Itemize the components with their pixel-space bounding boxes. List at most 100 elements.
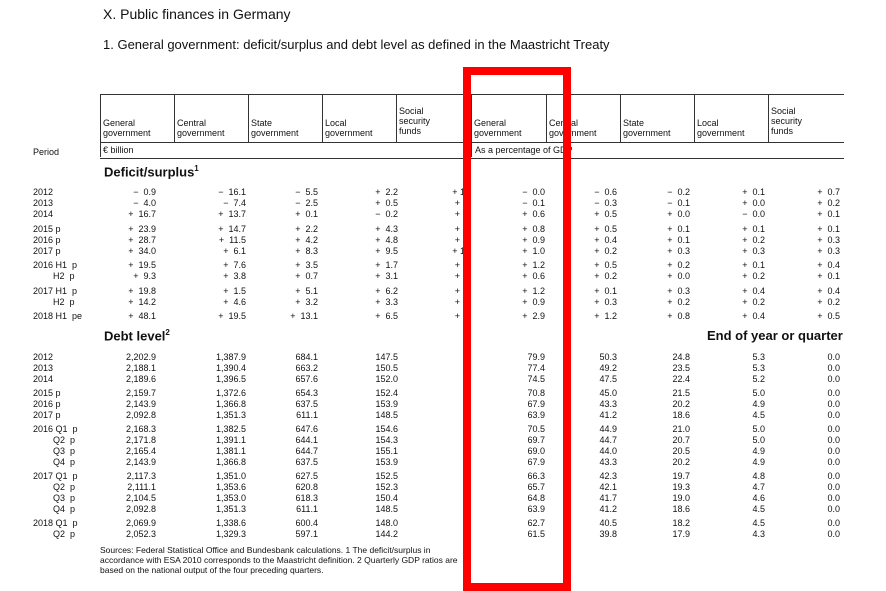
table-cell: + 5 — [454, 198, 470, 208]
table-cell: + 0.0 — [667, 209, 690, 219]
table-cell: 1,387.9 — [215, 352, 246, 362]
table-cell: 18.6 — [672, 410, 690, 420]
table-cell: − 16.1 — [218, 187, 246, 197]
table-title: 1. General government: deficit/surplus a… — [103, 37, 610, 52]
table-cell: + 28.7 — [128, 235, 156, 245]
table-cell: + 9.3 — [133, 271, 156, 281]
table-cell: + 8 — [454, 235, 470, 245]
table-cell: − 7.4 — [223, 198, 246, 208]
table-cell: 1,353.6 — [215, 482, 246, 492]
row-label: 2017 H1 p — [33, 286, 78, 296]
table-cell: − 4.0 — [133, 198, 156, 208]
table-cell: 0 — [464, 493, 470, 503]
row-label: 2014 — [33, 374, 54, 384]
column-header: State government — [623, 118, 693, 154]
row-label: 2017 p — [33, 410, 61, 420]
table-cell: 1 — [464, 435, 470, 445]
table-cell: 0.0 — [827, 374, 840, 384]
table-cell: 611.1 — [296, 504, 318, 514]
table-cell: 4.8 — [752, 471, 765, 481]
column-header-line: security — [399, 116, 431, 126]
table-cell: 1 — [464, 471, 470, 481]
column-header: General government — [474, 118, 544, 154]
table-cell: − 0.6 — [594, 187, 617, 197]
table-cell: 62.7 — [527, 518, 545, 528]
table-cell: + 1.7 — [375, 260, 398, 270]
table-cell: 0.0 — [827, 435, 840, 445]
table-cell: + 0.3 — [594, 297, 617, 307]
row-label: 2015 p — [33, 224, 61, 234]
table-cell: 22.4 — [672, 374, 690, 384]
column-header-line: security — [771, 116, 803, 126]
table-cell: + 0.1 — [295, 209, 318, 219]
table-cell: + 16.7 — [128, 209, 156, 219]
row-label: 2017 p — [33, 246, 61, 256]
column-header: Local government — [325, 118, 395, 154]
column-divider — [546, 94, 547, 142]
table-cell: 61.5 — [527, 529, 545, 539]
column-divider — [248, 94, 249, 142]
table-cell: 2,111.1 — [127, 482, 156, 492]
table-cell: + 1.2 — [522, 286, 545, 296]
table-cell: 4.3 — [752, 529, 765, 539]
table-cell: 42.3 — [599, 471, 617, 481]
table-cell: 43.3 — [599, 399, 617, 409]
row-label: 2013 — [33, 198, 54, 208]
table-cell: + 14.2 — [128, 297, 156, 307]
table-cell: 654.3 — [295, 388, 318, 398]
table-cell: 67.9 — [527, 399, 545, 409]
table-cell: + 0.1 — [667, 224, 690, 234]
table-cell: + 0.5 — [594, 224, 617, 234]
table-cell: 1,382.5 — [215, 424, 246, 434]
table-cell: − 5.5 — [295, 187, 318, 197]
row-label: Q2 p — [33, 435, 76, 445]
table-cell: 2,092.8 — [125, 410, 156, 420]
table-cell: + 13.7 — [218, 209, 246, 219]
table-cell: 0.0 — [827, 352, 840, 362]
column-divider — [174, 94, 175, 142]
table-cell: 63.9 — [527, 410, 545, 420]
table-cell: + 0.1 — [742, 260, 765, 270]
table-cell: + 13.1 — [290, 311, 318, 321]
table-cell: + 4.3 — [375, 224, 398, 234]
table-cell: 644.1 — [295, 435, 318, 445]
table-cell: 50.3 — [599, 352, 617, 362]
table-cell: 1,351.3 — [215, 410, 246, 420]
table-cell: 147.5 — [375, 352, 398, 362]
table-cell: 0 — [464, 504, 470, 514]
table-cell: 2,171.8 — [125, 435, 156, 445]
table-cell: 2,052.3 — [125, 529, 156, 539]
table-cell: 0.0 — [827, 518, 840, 528]
table-cell: 627.5 — [295, 471, 318, 481]
table-cell: 63.9 — [527, 504, 545, 514]
table-cell: + 0.4 — [817, 260, 840, 270]
table-cell: 620.8 — [295, 482, 318, 492]
table-cell: 2,104.5 — [125, 493, 156, 503]
table-cell: 152.5 — [375, 471, 398, 481]
row-label: 2014 — [33, 209, 54, 219]
table-cell: 611.1 — [296, 410, 318, 420]
table-cell: + 4.2 — [295, 235, 318, 245]
table-cell: + 23.9 — [128, 224, 156, 234]
table-cell: + 1.2 — [522, 260, 545, 270]
table-cell: 40.5 — [599, 518, 617, 528]
column-divider — [100, 94, 101, 157]
table-cell: 1 — [464, 374, 470, 384]
table-cell: 1 — [464, 352, 470, 362]
table-cell: 44.7 — [599, 435, 617, 445]
table-cell: + 6.5 — [375, 311, 398, 321]
table-cell: 0.0 — [827, 482, 840, 492]
table-cell: + 0.1 — [817, 209, 840, 219]
table-cell: + 11.5 — [218, 235, 246, 245]
table-cell: 0.0 — [827, 493, 840, 503]
table-cell: 154.6 — [375, 424, 398, 434]
table-cell: 66.3 — [527, 471, 545, 481]
table-cell: 67.9 — [527, 457, 545, 467]
table-cell: 0.0 — [827, 446, 840, 456]
table-cell: + 0.6 — [522, 209, 545, 219]
table-cell: 1,329.3 — [215, 529, 246, 539]
table-cell: + 2.2 — [375, 187, 398, 197]
table-cell: 1,353.0 — [215, 493, 246, 503]
row-label: 2016 H1 p — [33, 260, 78, 270]
table-cell: − 0.3 — [594, 198, 617, 208]
